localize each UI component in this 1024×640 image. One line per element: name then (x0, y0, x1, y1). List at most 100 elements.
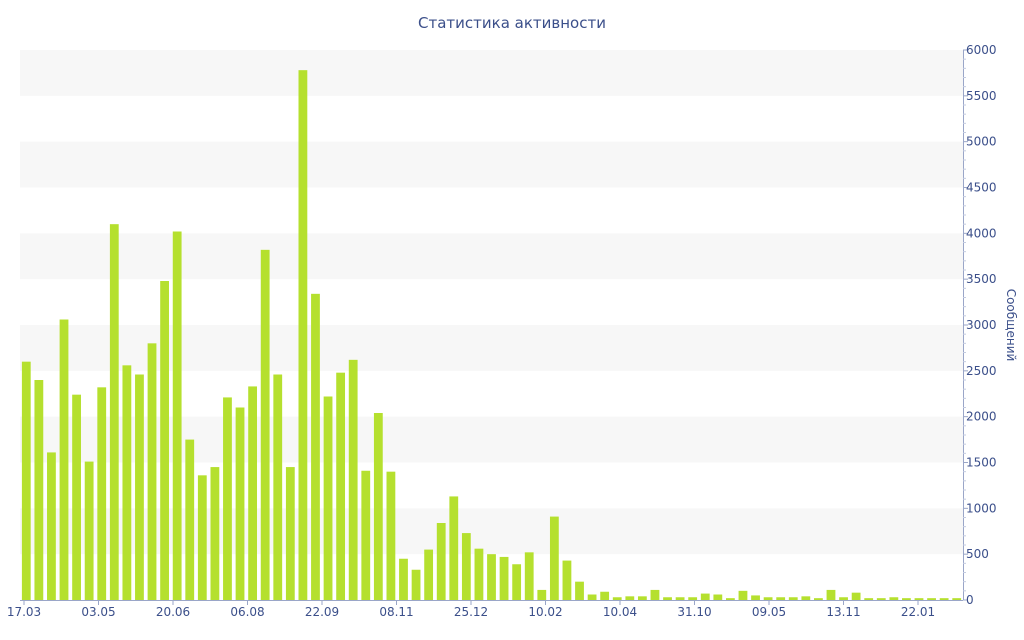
bar (587, 594, 597, 600)
bar (575, 581, 584, 600)
bars (21, 70, 962, 601)
bar (688, 597, 698, 600)
bar (147, 343, 157, 600)
bar (914, 598, 924, 600)
bar (864, 598, 874, 600)
bar (524, 552, 534, 600)
bar (600, 591, 610, 600)
bar (273, 374, 283, 600)
bar (109, 224, 119, 601)
y-tick-label: 4500 (966, 181, 997, 195)
x-tick-label: 17.03 (7, 605, 41, 619)
bar (386, 471, 396, 600)
bar (650, 589, 660, 600)
x-tick-label: 22.01 (901, 605, 935, 619)
bar (248, 386, 258, 600)
grid-band (20, 141, 963, 188)
bar (763, 597, 773, 600)
bar (399, 558, 408, 600)
x-tick-label: 10.02 (528, 605, 562, 619)
y-tick-label: 1000 (966, 501, 997, 515)
y-tick-label: 1500 (966, 456, 997, 470)
bar (235, 407, 245, 600)
bar (97, 387, 107, 600)
y-ticks: 0 500 1000 1500 2000 2500 3000 3500 4000 4500 5000… (963, 43, 997, 607)
chart-title: Статистика активности (418, 14, 606, 32)
grid-band (20, 233, 963, 280)
bar (260, 249, 270, 600)
x-tick-label: 03.05 (81, 605, 115, 619)
bar (285, 467, 295, 600)
bar (663, 597, 672, 600)
bar (436, 523, 446, 600)
bar (449, 496, 459, 600)
bar (902, 598, 911, 600)
bar (21, 361, 31, 600)
bar (851, 592, 861, 600)
bar (135, 374, 144, 600)
bar (839, 597, 848, 600)
bar (323, 396, 333, 600)
y-tick-label: 3500 (966, 272, 997, 286)
x-tick-label: 25.12 (454, 605, 488, 619)
bar (499, 556, 509, 600)
x-tick-label: 08.11 (379, 605, 413, 619)
bar (59, 319, 69, 600)
bar (72, 394, 81, 600)
x-tick-label: 31.10 (677, 605, 711, 619)
y-tick-label: 3000 (966, 318, 997, 332)
y-tick-label: 0 (966, 593, 974, 607)
bar (625, 596, 635, 600)
bar (210, 467, 220, 600)
bar (814, 598, 823, 600)
y-tick-label: 500 (966, 547, 989, 561)
bar (487, 554, 496, 600)
bar (889, 597, 899, 600)
bar (424, 549, 434, 600)
bar (549, 516, 559, 600)
x-tick-label: 06.08 (230, 605, 264, 619)
bar (801, 596, 811, 600)
bar (876, 598, 886, 600)
bar (197, 475, 207, 600)
bar (361, 470, 371, 600)
bar (675, 597, 685, 600)
y-tick-label: 4000 (966, 226, 997, 240)
bar (47, 452, 56, 600)
x-tick-label: 22.09 (305, 605, 339, 619)
x-tick-label: 13.11 (826, 605, 860, 619)
bar (826, 589, 836, 600)
bar (788, 597, 798, 600)
bar (738, 590, 748, 600)
bar (776, 597, 786, 600)
bar (474, 548, 484, 600)
bar (172, 231, 182, 600)
bar (185, 439, 195, 600)
x-tick-label: 10.04 (603, 605, 637, 619)
bar (637, 596, 647, 600)
bar (34, 380, 44, 600)
bar (348, 359, 358, 600)
bar (461, 533, 471, 600)
bar (298, 70, 308, 601)
bar (612, 597, 622, 600)
y-tick-label: 5000 (966, 135, 997, 149)
bar (927, 598, 936, 600)
bar (373, 413, 383, 600)
grid-band (20, 50, 963, 96)
bar (336, 372, 346, 600)
bar (562, 560, 572, 600)
bar (411, 569, 421, 600)
y-tick-label: 2000 (966, 410, 997, 424)
bar (952, 598, 962, 600)
y-tick-label: 5500 (966, 89, 997, 103)
bar (713, 594, 723, 600)
bar (939, 598, 949, 600)
bar (160, 281, 169, 600)
x-tick-label: 20.06 (156, 605, 190, 619)
bar (311, 293, 320, 600)
bar (700, 593, 710, 600)
x-tick-label: 09.05 (752, 605, 786, 619)
bar (84, 461, 94, 600)
bar (223, 397, 232, 600)
